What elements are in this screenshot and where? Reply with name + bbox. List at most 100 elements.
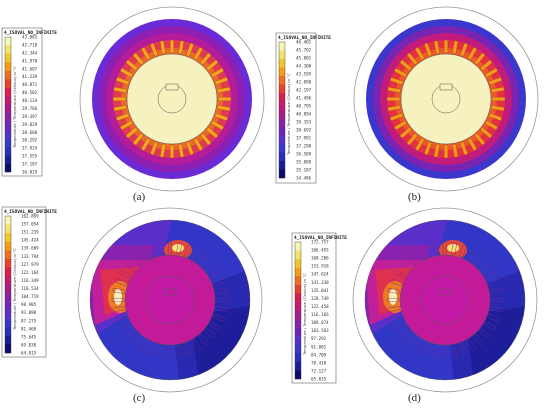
colorbar-value-label: 127.979 (21, 262, 39, 267)
colorbar-cell (295, 336, 301, 345)
stator-slot (386, 97, 401, 101)
stator-slot (473, 254, 484, 266)
stator-slot (120, 68, 133, 78)
stator-slot (131, 254, 142, 266)
colorbar-unit-b: Temperature / Temperature (Celsius) in °… (286, 73, 291, 156)
colorbar-cell (295, 319, 301, 328)
colorbar-cells-d (294, 241, 302, 380)
colorbar-title-c: 4_ISOVAL_NO_INFINITE (4, 209, 57, 215)
colorbar-cell (5, 79, 11, 88)
colorbar-value-label: 38.692 (296, 128, 312, 133)
stator-slot (484, 321, 496, 331)
stator-slot (204, 261, 216, 272)
stator-slot (211, 68, 224, 78)
stator-slot (115, 278, 128, 286)
stator-slot (198, 254, 209, 266)
colorbar-value-label: 42.898 (296, 80, 312, 85)
colorbar-value-label: 39.393 (296, 120, 312, 125)
stator-slot (214, 113, 228, 121)
stator-slot (186, 43, 194, 57)
stator-slot (424, 43, 432, 57)
colorbar-value-label: 37.290 (296, 144, 312, 149)
stator-slot (131, 334, 142, 346)
stator-slot (443, 241, 447, 255)
colorbar-value-label: 87.275 (21, 318, 37, 323)
colorbar-frame (278, 41, 286, 179)
colorbar-value-label: 40.094 (296, 112, 312, 117)
stator-slot (184, 342, 192, 355)
colorbar-cell (279, 169, 285, 179)
colorbar-value-label: 43.082 (22, 35, 38, 40)
colorbar-value-label: 42.718 (22, 42, 38, 47)
colorbar-cell (5, 129, 11, 139)
colorbar-cell (5, 112, 11, 122)
colorbar-value-label: 122.164 (21, 270, 39, 275)
stator-slot (158, 242, 164, 256)
colorbar-value-label: 151.239 (21, 230, 39, 235)
colorbar-value-label: 109.874 (311, 320, 329, 325)
motor-section-d (352, 207, 538, 393)
stator-slot (390, 278, 403, 286)
colorbar-value-label: 35.187 (296, 168, 312, 173)
stator-slot (159, 40, 166, 55)
stator-slot (390, 113, 404, 121)
stator-slot (484, 269, 496, 279)
motor-section-a (79, 6, 265, 192)
colorbar-value-label: 122.458 (311, 304, 329, 309)
colorbar-cells-a (4, 36, 12, 173)
stator-slot (139, 339, 149, 351)
colorbar-value-label: 72.127 (311, 368, 327, 373)
stator-slot (460, 43, 468, 57)
colorbar-value-label: 81.460 (21, 326, 37, 331)
colorbar-cell (5, 70, 11, 80)
stator-slot (141, 47, 151, 60)
colorbar-cells-c (4, 215, 12, 354)
stator-slot (394, 321, 406, 331)
stator-slot (466, 339, 476, 351)
colorbar-cell (5, 233, 11, 242)
colorbar-cells-b (278, 41, 286, 179)
stator-slot (178, 40, 185, 55)
colorbar-value-label: 38.292 (22, 138, 38, 143)
colorbar-value-label: 64.015 (21, 351, 37, 356)
colorbar-cell (295, 276, 301, 286)
colorbar-value-label: 40.134 (22, 98, 38, 103)
colorbar-cell (279, 42, 285, 51)
colorbar-cell (279, 127, 285, 136)
colorbar-cell (295, 370, 301, 380)
panel-b: 4_ISOVAL_NO_INFINITE Temperature / Tempe… (275, 0, 550, 205)
colorbar-value-label: 157.054 (21, 222, 39, 227)
colorbar-title-b: 4_ISOVAL_NO_INFINITE (278, 35, 331, 41)
colorbar-labels-d: 172.757 166.493 160.206 153.918 147.624 141.3… (311, 240, 329, 382)
stator-slot (399, 261, 411, 272)
stator-slot (212, 278, 225, 286)
stator-slot (113, 105, 128, 112)
stator-slot (132, 52, 144, 65)
colorbar-value-label: 46.401 (296, 40, 312, 45)
stator-slot (132, 133, 144, 146)
colorbar-cell (5, 104, 11, 114)
stator-slot (414, 249, 424, 261)
stator-slot (168, 241, 172, 255)
colorbar-value-label: 78.418 (311, 360, 327, 365)
colorbar-cell (295, 344, 301, 354)
stator-slot (406, 133, 418, 146)
stator-slot (176, 242, 182, 256)
colorbar-cell (279, 118, 285, 128)
stator-slot (424, 141, 432, 155)
stator-slot (485, 120, 498, 130)
colorbar-value-label: 34.486 (296, 176, 312, 181)
colorbar-value-label: 37.187 (22, 162, 38, 167)
colorbar-cell (5, 250, 11, 260)
stator-slot (423, 342, 431, 355)
colorbar-value-label: 75.645 (21, 334, 37, 339)
stator-slot (206, 127, 219, 139)
stator-slot (124, 261, 136, 272)
colorbar-cell (279, 135, 285, 145)
stator-slot (467, 138, 477, 151)
colorbar-value-label: 40.871 (22, 82, 38, 87)
colorbar-cell (295, 361, 301, 371)
stator-slot (216, 86, 231, 93)
stator-slot (170, 144, 174, 159)
colorbar-value-label: 36.589 (296, 152, 312, 157)
